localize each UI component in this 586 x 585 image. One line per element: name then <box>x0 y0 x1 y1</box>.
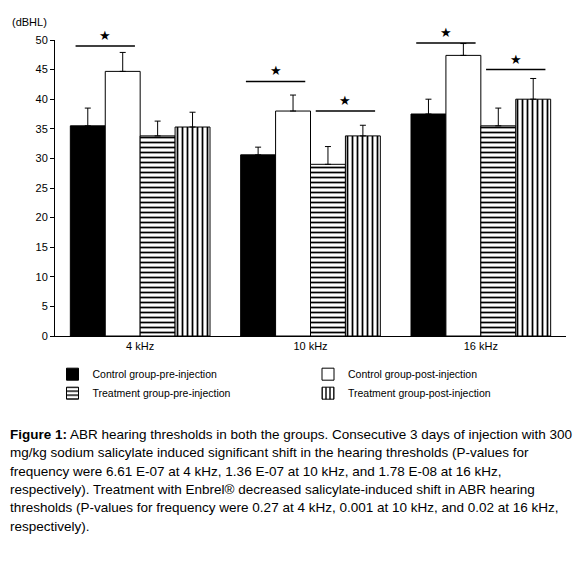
svg-text:16 kHz: 16 kHz <box>464 340 498 352</box>
svg-text:25: 25 <box>36 182 48 194</box>
html-text:Figure 1: ABR hearing threshol: Figure 1: ABR hearing thresholds in both… <box>10 427 573 534</box>
svg-text:10: 10 <box>36 271 48 283</box>
svg-text:30: 30 <box>36 152 48 164</box>
svg-text:Treatment group-post-injection: Treatment group-post-injection <box>348 387 491 399</box>
svg-text:20: 20 <box>36 211 48 223</box>
svg-text:4 kHz: 4 kHz <box>126 340 154 352</box>
svg-text:★: ★ <box>440 25 452 40</box>
svg-text:Treatment group-pre-injection: Treatment group-pre-injection <box>93 387 231 399</box>
svg-text:50: 50 <box>36 34 48 46</box>
svg-text:0: 0 <box>42 330 48 342</box>
svg-text:Control group-pre-injection: Control group-pre-injection <box>93 368 217 380</box>
svg-text:(dBHL): (dBHL) <box>12 16 47 28</box>
svg-text:35: 35 <box>36 123 48 135</box>
svg-text:★: ★ <box>99 28 111 43</box>
svg-text:45: 45 <box>36 63 48 75</box>
svg-text:15: 15 <box>36 241 48 253</box>
svg-text:★: ★ <box>270 63 282 78</box>
svg-text:40: 40 <box>36 93 48 105</box>
svg-text:★: ★ <box>510 52 522 67</box>
svg-text:★: ★ <box>339 93 351 108</box>
svg-text:5: 5 <box>42 300 48 312</box>
svg-text:10 kHz: 10 kHz <box>293 340 327 352</box>
svg-text:Control group-post-injection: Control group-post-injection <box>348 368 477 380</box>
